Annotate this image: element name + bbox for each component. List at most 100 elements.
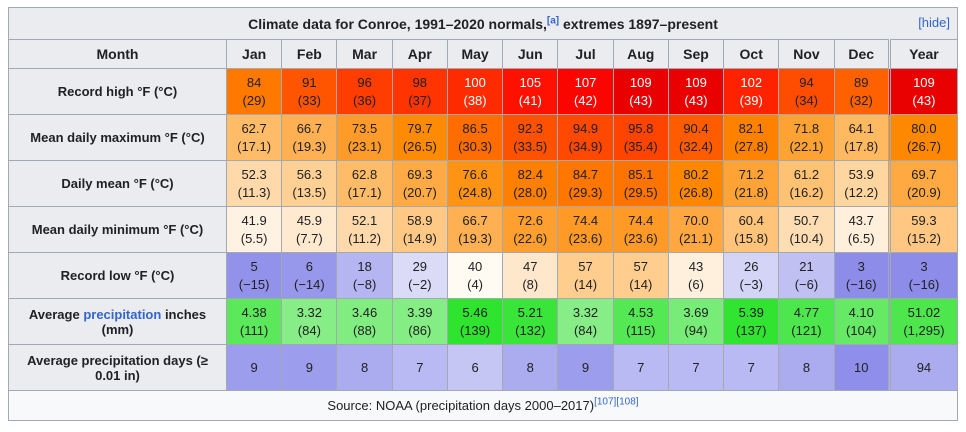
cell-record-low-jan: 5 (−15)	[225, 252, 283, 299]
cell-mean-daily-maximum-mar: 73.5 (23.1)	[336, 114, 393, 161]
cell-daily-mean-jun: 82.4 (28.0)	[502, 160, 559, 207]
cell-avg-precipitation-nov: 4.77 (121)	[778, 298, 835, 345]
cell-record-low-nov: 21 (−6)	[778, 252, 835, 299]
cell-avg-precipitation-days-apr: 7	[391, 344, 448, 391]
column-header-apr: Apr	[391, 39, 448, 69]
cell-mean-daily-minimum-apr: 58.9 (14.9)	[391, 206, 448, 253]
column-header-may: May	[446, 39, 504, 69]
cell-mean-daily-minimum-mar: 52.1 (11.2)	[336, 206, 393, 253]
month-header-row: Month Jan Feb Mar Apr May Jun Jul Aug Sep Oct Nov De…	[8, 39, 959, 69]
row-label-mean-daily-maximum: Mean daily maximum °F (°C)	[8, 114, 227, 161]
cell-avg-precipitation-may: 5.46 (139)	[446, 298, 504, 345]
column-header-feb: Feb	[281, 39, 338, 69]
column-header-mar: Mar	[336, 39, 393, 69]
cell-avg-precipitation-dec: 4.10 (104)	[833, 298, 890, 345]
row-label-record-high: Record high °F (°C)	[8, 68, 227, 115]
cell-daily-mean-may: 76.6 (24.8)	[446, 160, 504, 207]
row-avg-precipitation-days: Average precipitation days (≥ 0.01 in) 9 9…	[8, 344, 959, 391]
cell-record-high-nov: 94 (34)	[778, 68, 835, 115]
column-header-aug: Aug	[612, 39, 669, 69]
cell-record-high-year: 109 (43)	[887, 68, 959, 115]
row-label-text: Average	[28, 306, 84, 322]
cell-daily-mean-feb: 56.3 (13.5)	[281, 160, 338, 207]
table-title-row: Climate data for Conroe, 1991–2020 norma…	[8, 7, 958, 40]
row-label-text: inches (mm)	[101, 306, 207, 337]
cell-avg-precipitation-mar: 3.46 (88)	[336, 298, 393, 345]
cell-avg-precipitation-sep: 3.69 (94)	[667, 298, 725, 345]
cell-avg-precipitation-days-year: 94	[887, 344, 959, 391]
month-column-header: Month	[8, 39, 227, 69]
cell-mean-daily-maximum-feb: 66.7 (19.3)	[281, 114, 338, 161]
cell-mean-daily-maximum-may: 86.5 (30.3)	[446, 114, 504, 161]
cell-mean-daily-maximum-jul: 94.9 (34.9)	[557, 114, 614, 161]
cell-avg-precipitation-days-jul: 9	[557, 344, 614, 391]
cell-mean-daily-maximum-dec: 64.1 (17.8)	[833, 114, 890, 161]
cell-record-high-jul: 107 (42)	[557, 68, 614, 115]
cell-avg-precipitation-jan: 4.38 (111)	[225, 298, 283, 345]
cell-record-high-jan: 84 (29)	[225, 68, 283, 115]
cell-record-low-sep: 43 (6)	[667, 252, 725, 299]
cell-daily-mean-mar: 62.8 (17.1)	[336, 160, 393, 207]
ref-107-link[interactable]: [107]	[594, 396, 617, 408]
row-mean-daily-maximum: Mean daily maximum °F (°C) 62.7 (17.1) 66.7…	[8, 114, 959, 161]
cell-record-high-dec: 89 (32)	[833, 68, 890, 115]
cell-mean-daily-maximum-jan: 62.7 (17.1)	[225, 114, 283, 161]
cell-avg-precipitation-jun: 5.21 (132)	[502, 298, 559, 345]
cell-record-low-apr: 29 (−2)	[391, 252, 448, 299]
cell-record-low-may: 40 (4)	[446, 252, 504, 299]
cell-mean-daily-minimum-sep: 70.0 (21.1)	[667, 206, 725, 253]
row-label-avg-precipitation: Average precipitation inches (mm)	[8, 298, 227, 345]
cell-daily-mean-dec: 53.9 (12.2)	[833, 160, 890, 207]
column-header-jan: Jan	[225, 39, 283, 69]
climate-data-table: Climate data for Conroe, 1991–2020 norma…	[8, 7, 959, 421]
column-header-sep: Sep	[667, 39, 725, 69]
row-record-high: Record high °F (°C) 84 (29) 91 (33) 96 (36) 98(…	[8, 68, 959, 115]
cell-record-high-apr: 98 (37)	[391, 68, 448, 115]
cell-mean-daily-minimum-jun: 72.6 (22.6)	[502, 206, 559, 253]
row-label-daily-mean: Daily mean °F (°C)	[8, 160, 227, 207]
cell-mean-daily-minimum-dec: 43.7 (6.5)	[833, 206, 890, 253]
cell-record-low-dec: 3 (−16)	[833, 252, 890, 299]
cell-avg-precipitation-days-mar: 8	[336, 344, 393, 391]
source-row: Source: NOAA (precipitation days 2000–20…	[8, 390, 958, 421]
row-mean-daily-minimum: Mean daily minimum °F (°C) 41.9 (5.5) 45.9(…	[8, 206, 959, 253]
cell-record-low-oct: 26 (−3)	[723, 252, 780, 299]
row-label-mean-daily-minimum: Mean daily minimum °F (°C)	[8, 206, 227, 253]
title-text: Climate data for Conroe, 1991–2020 norma…	[248, 15, 547, 32]
cell-daily-mean-apr: 69.3 (20.7)	[391, 160, 448, 207]
cell-avg-precipitation-days-jun: 8	[502, 344, 559, 391]
cell-daily-mean-jul: 84.7 (29.3)	[557, 160, 614, 207]
column-header-dec: Dec	[833, 39, 890, 69]
cell-mean-daily-minimum-feb: 45.9 (7.7)	[281, 206, 338, 253]
cell-mean-daily-minimum-may: 66.7 (19.3)	[446, 206, 504, 253]
cell-mean-daily-maximum-oct: 82.1 (27.8)	[723, 114, 780, 161]
cell-record-high-oct: 102 (39)	[723, 68, 780, 115]
hide-toggle[interactable]: [hide]	[918, 15, 950, 30]
cell-mean-daily-maximum-sep: 90.4 (32.4)	[667, 114, 725, 161]
cell-avg-precipitation-days-oct: 7	[723, 344, 780, 391]
cell-avg-precipitation-days-sep: 7	[667, 344, 725, 391]
cell-avg-precipitation-days-aug: 7	[612, 344, 669, 391]
cell-record-low-year: 3 (−16)	[887, 252, 959, 299]
cell-avg-precipitation-days-dec: 10	[833, 344, 890, 391]
cell-record-high-sep: 109 (43)	[667, 68, 725, 115]
cell-avg-precipitation-days-feb: 9	[281, 344, 338, 391]
row-daily-mean: Daily mean °F (°C) 52.3 (11.3) 56.3 (13.5) 62…	[8, 160, 959, 207]
cell-record-low-mar: 18 (−8)	[336, 252, 393, 299]
row-avg-precipitation: Average precipitation inches (mm) 4.38 (11…	[8, 298, 959, 345]
cell-record-low-feb: 6 (−14)	[281, 252, 338, 299]
column-header-nov: Nov	[778, 39, 835, 69]
table-title: Climate data for Conroe, 1991–2020 norma…	[8, 7, 958, 40]
cell-record-high-jun: 105 (41)	[502, 68, 559, 115]
cell-record-low-jun: 47 (8)	[502, 252, 559, 299]
cell-mean-daily-minimum-year: 59.3 (15.2)	[887, 206, 959, 253]
cell-mean-daily-maximum-year: 80.0 (26.7)	[887, 114, 959, 161]
row-record-low: Record low °F (°C) 5 (−15) 6 (−14) 18 (−8) 29 (−…	[8, 252, 959, 299]
precipitation-link[interactable]: precipitation	[83, 306, 162, 322]
cell-record-high-may: 100 (38)	[446, 68, 504, 115]
footnote-a-link[interactable]: [a]	[546, 14, 560, 26]
ref-108-link[interactable]: [108]	[616, 396, 639, 408]
cell-avg-precipitation-oct: 5.39 (137)	[723, 298, 780, 345]
cell-daily-mean-sep: 80.2 (26.8)	[667, 160, 725, 207]
cell-record-low-jul: 57 (14)	[557, 252, 614, 299]
